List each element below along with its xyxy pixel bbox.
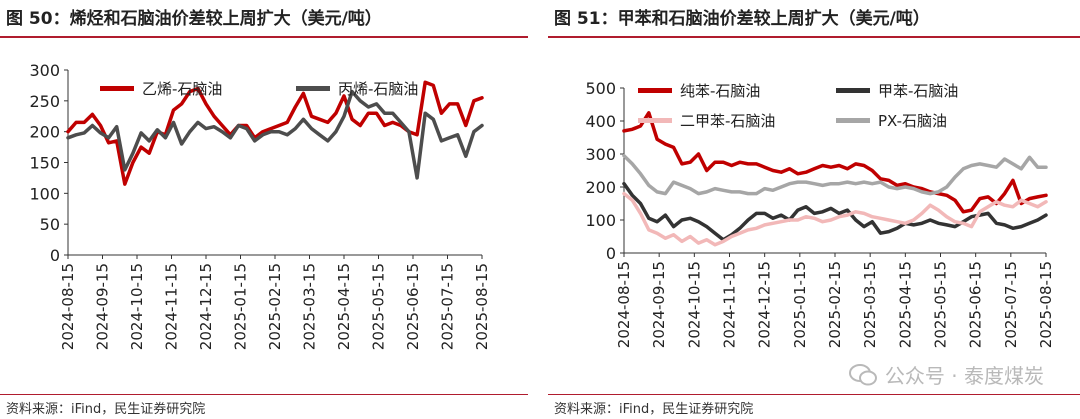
legend-swatch (638, 88, 672, 93)
y-tick-label: 300 (585, 145, 616, 164)
y-tick-label: 0 (50, 246, 60, 265)
y-tick-label: 100 (29, 184, 60, 203)
x-tick-label: 2024-10-15 (685, 261, 703, 348)
x-tick-label: 2025-02-15 (266, 263, 284, 350)
x-tick-label: 2024-11-15 (163, 263, 181, 350)
y-tick-label: 50 (40, 215, 60, 234)
series-line (622, 191, 1048, 247)
line-chart-aromatics: 0 100 200 300 400 500 2024-08-15 2024-09-15 2024… (585, 79, 1055, 348)
legend-item: 丙烯-石脑油 (296, 78, 418, 99)
x-tick-label: 2025-01-15 (791, 261, 809, 348)
x-tick-label: 2024-08-15 (615, 261, 633, 348)
y-tick-label: 200 (585, 178, 616, 197)
legend-item: 乙烯-石脑油 (100, 78, 222, 99)
legend-label: 甲苯-石脑油 (878, 82, 959, 100)
title-divider (548, 36, 1080, 38)
y-tick-label: 150 (29, 154, 60, 173)
source-divider (0, 394, 528, 395)
legend-item: 二甲苯-石脑油 (638, 110, 775, 131)
legend-item: PX-石脑油 (836, 110, 947, 131)
legend-label: 二甲苯-石脑油 (680, 112, 776, 130)
series-line (66, 80, 484, 186)
legend-item: 甲苯-石脑油 (836, 80, 958, 101)
source-divider (548, 394, 1080, 395)
x-tick-label: 2025-05-15 (932, 261, 950, 348)
x-tick-label: 2025-08-15 (1037, 261, 1055, 348)
y-tick-label: 300 (29, 61, 60, 80)
x-tick-label: 2025-04-15 (896, 261, 914, 348)
legend-item: 纯苯-石脑油 (638, 80, 760, 101)
legend-swatch (836, 118, 870, 123)
x-tick-label: 2025-03-15 (301, 263, 319, 350)
x-tick-label: 2025-06-15 (404, 263, 422, 350)
chart-panel-right: 图 51：甲苯和石脑油价差较上周扩大（美元/吨） 0 100 200 300 400 50… (548, 0, 1080, 419)
legend-swatch (638, 118, 672, 123)
x-tick-label: 2024-09-15 (94, 263, 112, 350)
legend-swatch (100, 86, 134, 91)
y-tick-label: 200 (29, 123, 60, 142)
series-line (66, 89, 484, 180)
chart-panel-left: 图 50：烯烃和石脑油价差较上周扩大（美元/吨） 0 50 100 150 200 250… (0, 0, 528, 419)
legend-label: 乙烯-石脑油 (142, 80, 223, 98)
source-note: 资料来源：iFind，民生证券研究院 (6, 402, 206, 417)
x-tick-label: 2024-12-15 (756, 261, 774, 348)
wechat-icon (848, 363, 877, 385)
chart-title: 图 51：甲苯和石脑油价差较上周扩大（美元/吨） (554, 9, 930, 29)
title-divider (0, 36, 528, 38)
x-tick-label: 2024-11-15 (721, 261, 739, 348)
legend-label: PX-石脑油 (878, 112, 947, 130)
x-tick-label: 2025-04-15 (335, 263, 353, 350)
series-line (622, 153, 1048, 196)
chart-title: 图 50：烯烃和石脑油价差较上周扩大（美元/吨） (6, 9, 382, 29)
legend-swatch (296, 86, 330, 91)
line-chart-olefins: 0 50 100 150 200 250 300 2024-08-15 2024-09-15 20… (29, 61, 491, 350)
x-tick-label: 2024-10-15 (128, 263, 146, 350)
x-tick-label: 2024-08-15 (59, 263, 77, 350)
y-tick-label: 0 (606, 244, 616, 263)
series-line (622, 111, 1048, 214)
watermark-text: 公众号 · 泰度煤炭 (884, 364, 1044, 388)
y-tick-label: 100 (585, 211, 616, 230)
y-tick-label: 250 (29, 92, 60, 111)
legend-swatch (836, 88, 870, 93)
legend-label: 纯苯-石脑油 (680, 82, 761, 100)
x-tick-label: 2025-05-15 (370, 263, 388, 350)
x-tick-label: 2024-12-15 (197, 263, 215, 350)
y-tick-label: 400 (585, 112, 616, 131)
legend-label: 丙烯-石脑油 (338, 80, 419, 98)
x-tick-label: 2025-03-15 (861, 261, 879, 348)
x-tick-label: 2024-09-15 (650, 261, 668, 348)
x-tick-label: 2025-01-15 (232, 263, 250, 350)
x-tick-label: 2025-08-15 (473, 263, 491, 350)
x-tick-label: 2025-06-15 (967, 261, 985, 348)
x-tick-label: 2025-02-15 (826, 261, 844, 348)
y-tick-label: 500 (585, 79, 616, 98)
source-note: 资料来源：iFind，民生证券研究院 (554, 402, 754, 417)
watermark: 公众号 · 泰度煤炭 (848, 360, 1044, 389)
x-tick-label: 2025-07-15 (1002, 261, 1020, 348)
x-tick-label: 2025-07-15 (439, 263, 457, 350)
